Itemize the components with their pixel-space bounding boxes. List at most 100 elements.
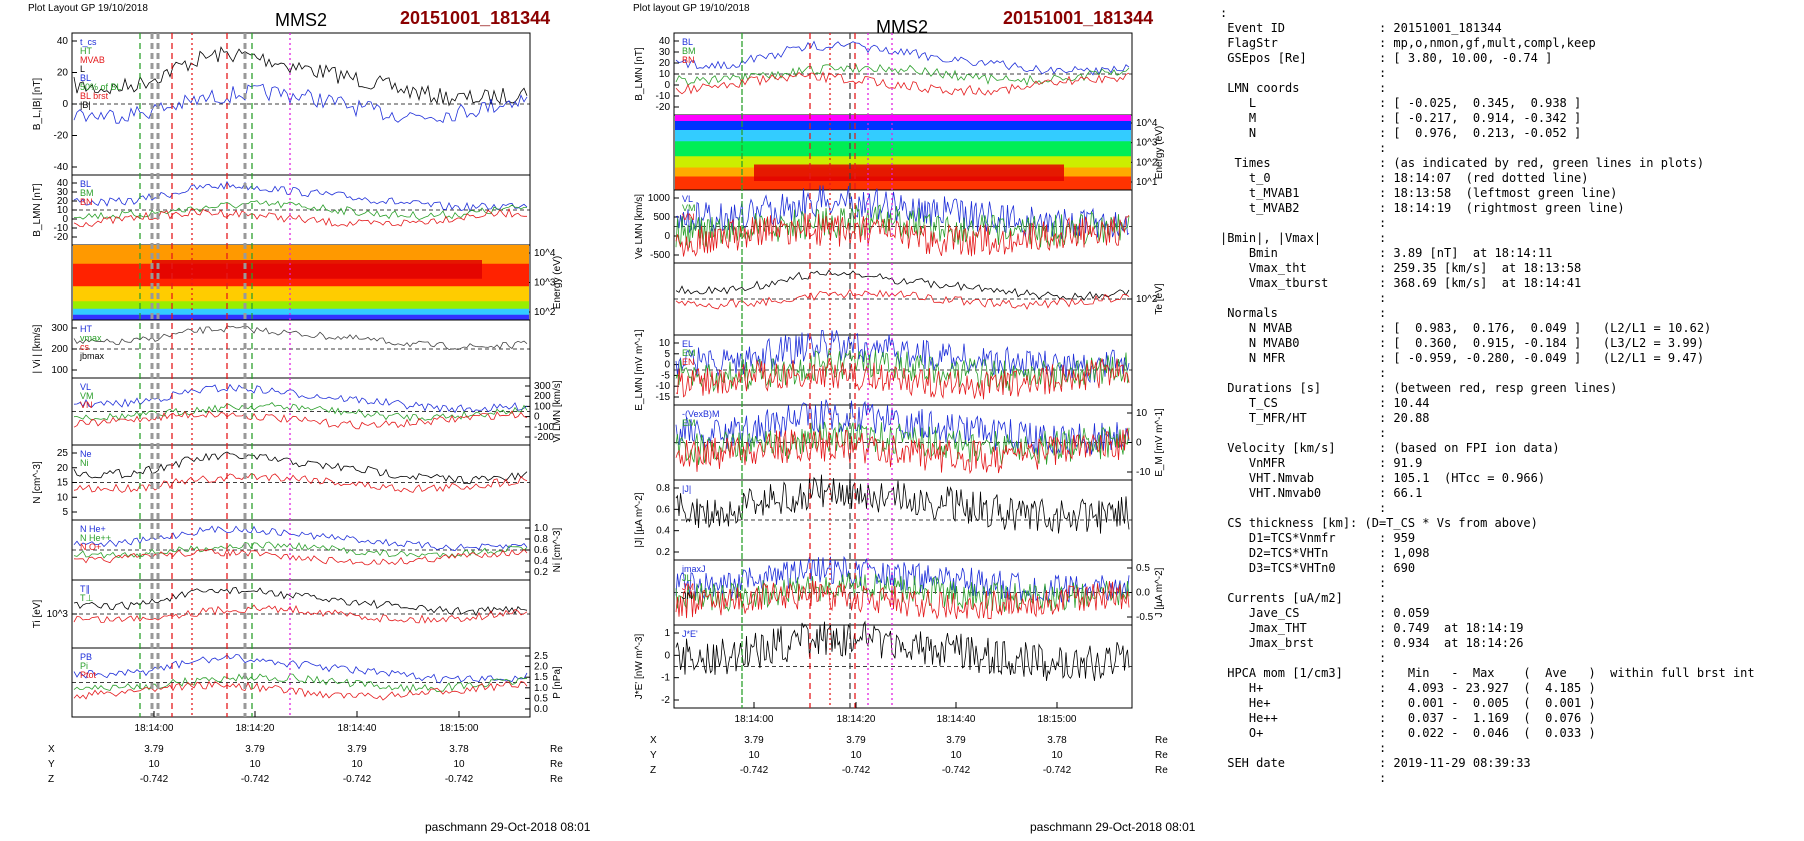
- y-tick-label: 20: [57, 196, 69, 207]
- x-tick-label: 18:15:00: [1038, 714, 1077, 725]
- y-axis-label: B_LMN [nT]: [634, 47, 645, 101]
- position-value: -0.742: [740, 765, 769, 776]
- y-axis-label: B_L,|B| [nT]: [32, 78, 43, 131]
- series-line: [675, 71, 1130, 97]
- y-tick-label: 0: [62, 99, 68, 110]
- legend-entry: MVAB: [80, 55, 105, 65]
- y-axis-label: Energy (eV): [552, 256, 563, 309]
- position-value: 3.79: [347, 744, 367, 755]
- panel-frame: [673, 624, 1133, 709]
- legend-entry: VN: [682, 212, 695, 222]
- panel-frame: [71, 444, 531, 521]
- y-tick-label: 300: [534, 381, 551, 392]
- summary-line: HPCA mom [1/cm3] : Min - Max ( Ave ) wit…: [1220, 666, 1755, 680]
- spectrogram-band: [73, 286, 529, 302]
- summary-line: He+ : 0.001 - 0.005 ( 0.001 ): [1220, 696, 1596, 710]
- y-tick-label: 20: [57, 68, 69, 79]
- panel-frame: [71, 319, 531, 379]
- summary-line: VHT.Nmvab0 : 66.1: [1220, 486, 1423, 500]
- summary-line: He++ : 0.037 - 1.169 ( 0.076 ): [1220, 711, 1596, 725]
- series-line: [675, 288, 1130, 310]
- series-line: [73, 83, 528, 124]
- y-axis-label: Ti [eV]: [32, 600, 43, 629]
- legend-entry: cs: [80, 342, 90, 352]
- position-value: -0.742: [842, 765, 871, 776]
- y-tick-label: 0: [62, 214, 68, 225]
- x-tick-label: 18:14:20: [236, 723, 275, 734]
- legend-entry: Pi: [80, 661, 88, 671]
- y-tick-label: -15: [656, 392, 671, 403]
- x-tick-label: 18:14:40: [338, 723, 377, 734]
- event-summary: : Event ID : 20151001_181344 FlagStr : m…: [1220, 6, 1755, 786]
- legend-entry: |J|: [682, 484, 691, 494]
- y-tick-label: 40: [57, 36, 69, 47]
- y-tick-label: 0.4: [534, 556, 548, 567]
- summary-line: :: [1220, 576, 1387, 590]
- summary-line: :: [1220, 366, 1387, 380]
- legend-entry: N He+: [80, 524, 106, 534]
- y-tick-label: 10^4: [1136, 118, 1158, 129]
- summary-line: :: [1220, 741, 1387, 755]
- position-axis-label: Z: [650, 765, 656, 776]
- series-line: [675, 63, 1130, 87]
- summary-line: Times : (as indicated by red, green line…: [1220, 156, 1705, 170]
- summary-line: VnMFR : 91.9: [1220, 456, 1423, 470]
- position-value: 3.79: [846, 735, 866, 746]
- y-axis-label: Vi LMN [km/s]: [552, 380, 563, 442]
- legend-entry: JN: [682, 591, 693, 601]
- summary-line: Velocity [km/s] : (based on FPI ion data…: [1220, 441, 1560, 455]
- y-tick-label: 200: [51, 344, 68, 355]
- position-value: 10: [351, 759, 363, 770]
- y-tick-label: -20: [656, 102, 671, 113]
- y-axis-label: E_M [mV m^-1]: [1154, 408, 1165, 477]
- left-spacecraft: MMS2: [275, 10, 328, 30]
- series-line: [73, 207, 527, 228]
- y-tick-label: 10^3: [47, 609, 69, 620]
- y-tick-label: 0.2: [656, 547, 670, 558]
- legend-entry: BL: [80, 73, 91, 83]
- legend-entry: BL brst: [80, 91, 109, 101]
- position-axis-label: Y: [650, 750, 657, 761]
- y-tick-label: 30: [659, 47, 671, 58]
- legend-entry: Ne: [80, 449, 92, 459]
- summary-line: :: [1220, 141, 1387, 155]
- position-value: 10: [453, 759, 465, 770]
- summary-line: N MFR : [ -0.959, -0.280, -0.049 ] (L2/L…: [1220, 351, 1705, 365]
- series-line: [675, 474, 1130, 534]
- y-tick-label: -1: [661, 673, 670, 684]
- y-tick-label: 0: [664, 650, 670, 661]
- series-line: [73, 604, 528, 624]
- summary-line: VHT.Nmvab : 105.1 (HTcc = 0.966): [1220, 471, 1546, 485]
- mid-layout-label: Plot layout GP 19/10/2018: [633, 3, 750, 14]
- y-tick-label: 30: [57, 187, 69, 198]
- legend-entry: EL: [682, 339, 693, 349]
- y-tick-label: 0: [1136, 438, 1142, 449]
- legend-entry: T⊥: [80, 593, 93, 603]
- y-tick-label: -5: [661, 370, 670, 381]
- summary-line: GSEpos [Re] : [ 3.80, 10.00, -0.74 ]: [1220, 51, 1553, 65]
- position-value: 10: [148, 759, 160, 770]
- summary-line: :: [1220, 66, 1387, 80]
- summary-line: LMN coords :: [1220, 81, 1387, 95]
- left-layout-label: Plot Layout GP 19/10/2018: [28, 3, 148, 14]
- x-tick-label: 18:14:00: [135, 723, 174, 734]
- legend-entry: 50% of BL: [80, 82, 122, 92]
- series-line: [675, 427, 1130, 475]
- series-line: [73, 473, 528, 493]
- summary-line: t_MVAB2 : 18:14:19 (rightmost green line…: [1220, 201, 1625, 215]
- y-axis-label: J [µA m^-2]: [1154, 567, 1165, 617]
- series-line: [675, 40, 1130, 76]
- y-tick-label: 10^2: [534, 307, 556, 318]
- summary-line: |Bmin|, |Vmax| :: [1220, 231, 1387, 245]
- y-tick-label: 0.8: [534, 534, 548, 545]
- y-tick-label: 10^2: [1136, 157, 1158, 168]
- y-tick-label: -0.5: [1136, 612, 1154, 623]
- summary-line: T_MFR/HT : 20.88: [1220, 411, 1430, 425]
- spectrogram-band: [675, 141, 1131, 157]
- y-tick-label: -10: [1136, 467, 1151, 478]
- y-tick-label: 10: [57, 205, 69, 216]
- summary-line: :: [1220, 501, 1387, 515]
- spectrogram-band: [73, 301, 529, 310]
- legend-entry: BL: [682, 37, 693, 47]
- position-value: 3.79: [245, 744, 265, 755]
